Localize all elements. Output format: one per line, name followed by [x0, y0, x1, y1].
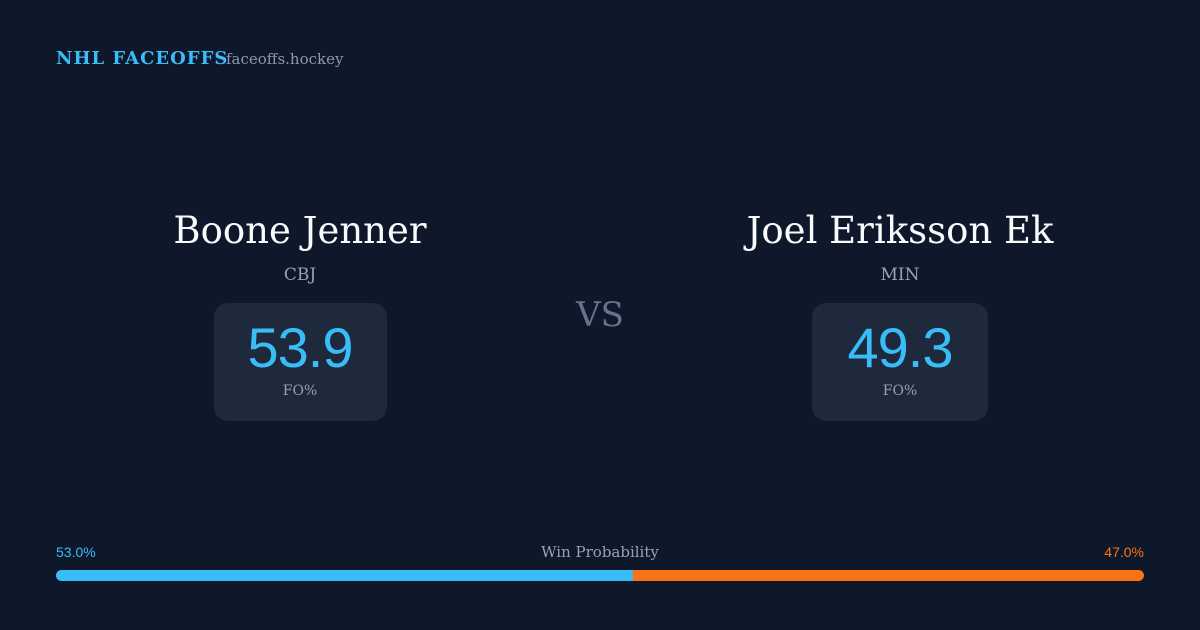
stat-card: 53.9 FO% — [213, 303, 387, 421]
player-team: CBJ — [283, 265, 317, 285]
fo-label: FO% — [282, 383, 318, 399]
brand-site: faceoffs.hockey — [226, 50, 344, 68]
probability-bar — [56, 570, 1144, 581]
player-team: MIN — [880, 265, 920, 285]
home-probability: 53.0% — [56, 544, 96, 560]
away-segment — [632, 570, 1144, 581]
player-block: Boone Jenner CBJ 53.9 FO% — [50, 205, 550, 421]
fo-value: 49.3 — [847, 316, 954, 379]
stat-card: 49.3 FO% — [812, 303, 988, 421]
versus: VS — [576, 295, 624, 335]
player-block: Joel Eriksson Ek MIN 49.3 FO% — [650, 205, 1150, 421]
win-probability-label: Win Probability — [541, 543, 659, 561]
fo-value: 53.9 — [247, 316, 354, 379]
away-probability: 47.0% — [1104, 544, 1144, 560]
player-name: Boone Jenner — [173, 209, 427, 252]
brand-title: NHL FACEOFFS — [56, 48, 229, 69]
player-name: Joel Eriksson Ek — [746, 209, 1054, 252]
home-segment — [56, 570, 633, 581]
fo-label: FO% — [882, 383, 918, 399]
